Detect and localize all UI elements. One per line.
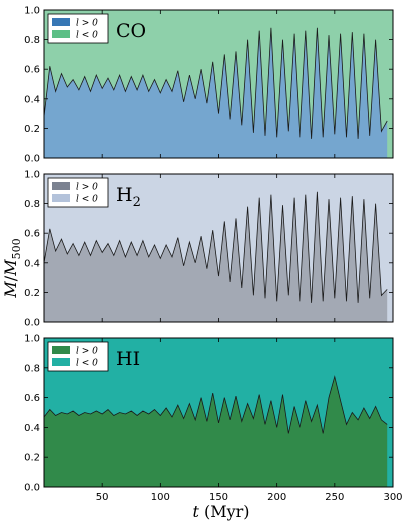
y-tick-label: 0.8 — [24, 199, 40, 210]
y-tick-label: 0.2 — [24, 124, 40, 135]
legend-swatch — [52, 194, 70, 202]
y-tick-label: 0.8 — [24, 363, 40, 374]
y-tick-label: 0.2 — [24, 453, 40, 464]
legend-entry: l > 0 — [76, 347, 98, 357]
y-tick-label: 0.4 — [24, 258, 40, 269]
y-tick-label: 0.6 — [24, 65, 40, 76]
legend-entry: l > 0 — [76, 19, 98, 29]
y-tick-label: 0.0 — [24, 483, 40, 494]
x-tick-label: 200 — [267, 492, 286, 503]
legend: l > 0 l < 0 — [47, 13, 109, 44]
legend: l > 0 l < 0 — [47, 177, 109, 208]
series-line — [43, 191, 388, 303]
x-axis-label: t (Myr) — [192, 502, 249, 521]
x-tick-label: 50 — [96, 492, 109, 503]
legend-entry: l < 0 — [76, 195, 98, 205]
x-tick-label: 250 — [325, 492, 344, 503]
legend-swatch — [52, 358, 70, 366]
panel-label: HI — [116, 348, 140, 370]
x-tick-label: 100 — [151, 492, 170, 503]
y-tick-label: 0.6 — [24, 393, 40, 404]
legend-entry: l > 0 — [76, 183, 98, 193]
y-tick-label: 0.0 — [24, 318, 40, 329]
panel-co: 0.0 0.2 0.4 0.6 0.8 1.0 l > 0 l < 0 CO — [24, 6, 394, 165]
legend: l > 0 l < 0 — [47, 341, 109, 372]
y-axis-label: M/M500 — [1, 238, 23, 298]
y-tick-label: 0.8 — [24, 35, 40, 46]
y-tick-label: 1.0 — [24, 334, 40, 345]
legend-swatch — [52, 346, 70, 354]
panel-h2: 0.00.20.40.60.81.0l > 0l < 0 H2 — [24, 170, 394, 329]
panel-hi: 0.0 0.2 0.4 0.6 0.8 1.0 50 100 150 200 250 300 l > 0… — [24, 334, 402, 504]
x-tick-label: 300 — [383, 492, 402, 503]
area-positive-l — [44, 191, 388, 322]
series-line — [43, 375, 388, 434]
legend-entry: l < 0 — [76, 359, 98, 369]
panels-group: 0.00.20.40.60.81.0l > 0l < 0 CO0.00.20.40… — [24, 6, 402, 504]
y-tick-label: 0.4 — [24, 94, 40, 105]
legend-swatch — [52, 18, 70, 26]
legend-entry: l < 0 — [76, 31, 98, 41]
legend-swatch — [52, 182, 70, 190]
legend-swatch — [52, 30, 70, 38]
y-tick-label: 0.4 — [24, 423, 40, 434]
y-tick-label: 1.0 — [24, 6, 40, 17]
y-tick-label: 1.0 — [24, 170, 40, 181]
panel-label: CO — [116, 20, 146, 42]
y-tick-label: 0.6 — [24, 229, 40, 240]
x-tick-label: 150 — [209, 492, 228, 503]
y-tick-label: 0.2 — [24, 288, 40, 299]
y-tick-label: 0.0 — [24, 154, 40, 165]
area-positive-l — [44, 376, 388, 487]
area-positive-l — [44, 27, 388, 158]
series-line — [43, 27, 388, 139]
